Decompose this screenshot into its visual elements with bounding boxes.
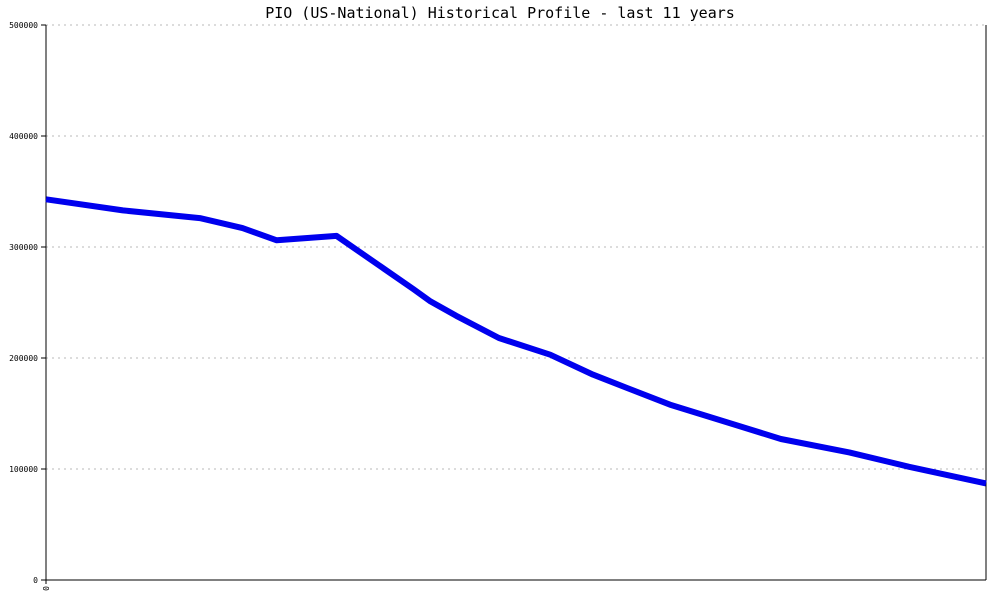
series-group: [45, 196, 987, 487]
y-tick-label: 300000: [9, 243, 38, 252]
series-line: [45, 196, 987, 487]
y-tick-label: 100000: [9, 465, 38, 474]
chart-title: PIO (US-National) Historical Profile - l…: [265, 4, 735, 22]
y-tick-label: 400000: [9, 132, 38, 141]
y-tick-label: 200000: [9, 354, 38, 363]
y-axis-ticks: 0 100000 200000 300000 400000 500000: [9, 21, 46, 585]
y-tick-label: 0: [33, 576, 38, 585]
grid-lines: [46, 24, 986, 470]
x-axis-ticks: 0: [42, 580, 51, 591]
x-tick-label: 0: [42, 586, 51, 591]
y-tick-label: 500000: [9, 21, 38, 30]
